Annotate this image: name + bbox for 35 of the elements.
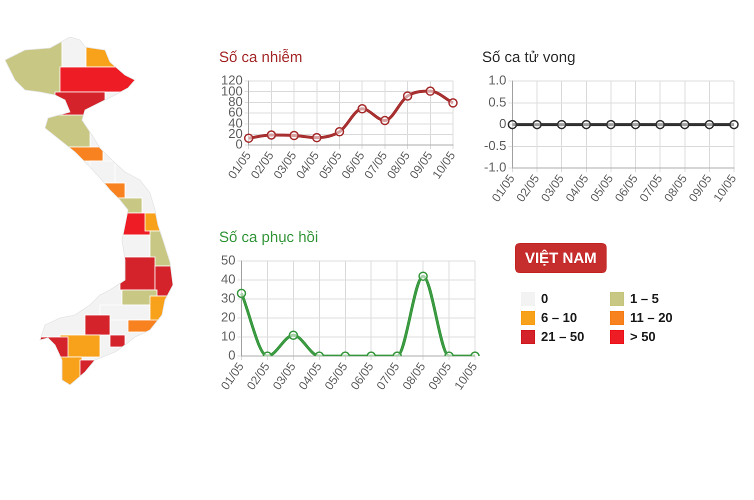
- point: [426, 86, 436, 96]
- point: [357, 104, 367, 114]
- y-tick-label: 0: [228, 348, 236, 363]
- y-tick-label: 0: [499, 116, 506, 132]
- y-tick-label: -0.5: [484, 138, 506, 153]
- point: [244, 133, 254, 143]
- y-tick-label: 10: [220, 328, 236, 344]
- y-tick-label: 0: [235, 136, 243, 152]
- category-label: 11 – 20: [630, 310, 673, 326]
- y-tick-label: 50: [220, 252, 236, 268]
- category-label: 0: [541, 291, 548, 306]
- point: [334, 127, 344, 137]
- category-label: > 50: [630, 329, 656, 344]
- y-tick-label: 1.0: [488, 72, 506, 88]
- point: [448, 98, 458, 108]
- y-tick-label: 40: [220, 272, 236, 287]
- point: [289, 130, 299, 140]
- point: [236, 288, 246, 298]
- y-tick-label: -1.0: [484, 160, 506, 175]
- category-label: 1 – 5: [630, 291, 659, 306]
- y-tick-label: 20: [220, 310, 236, 325]
- category-label: 6 – 10: [541, 310, 578, 326]
- point: [380, 116, 390, 126]
- point: [312, 132, 322, 142]
- point: [266, 130, 276, 140]
- point: [402, 91, 412, 101]
- point: [418, 271, 428, 281]
- y-tick-label: 0.5: [488, 94, 506, 110]
- y-tick-label: 30: [220, 290, 236, 306]
- chart-title: Số ca tử vong: [482, 49, 576, 66]
- point: [288, 330, 298, 340]
- chart-title: Số ca nhiễm: [219, 49, 302, 66]
- category-label: 21 – 50: [541, 329, 584, 344]
- chart-title: Số ca phục hồi: [219, 229, 318, 246]
- text: VIỆT NAM: [525, 249, 597, 268]
